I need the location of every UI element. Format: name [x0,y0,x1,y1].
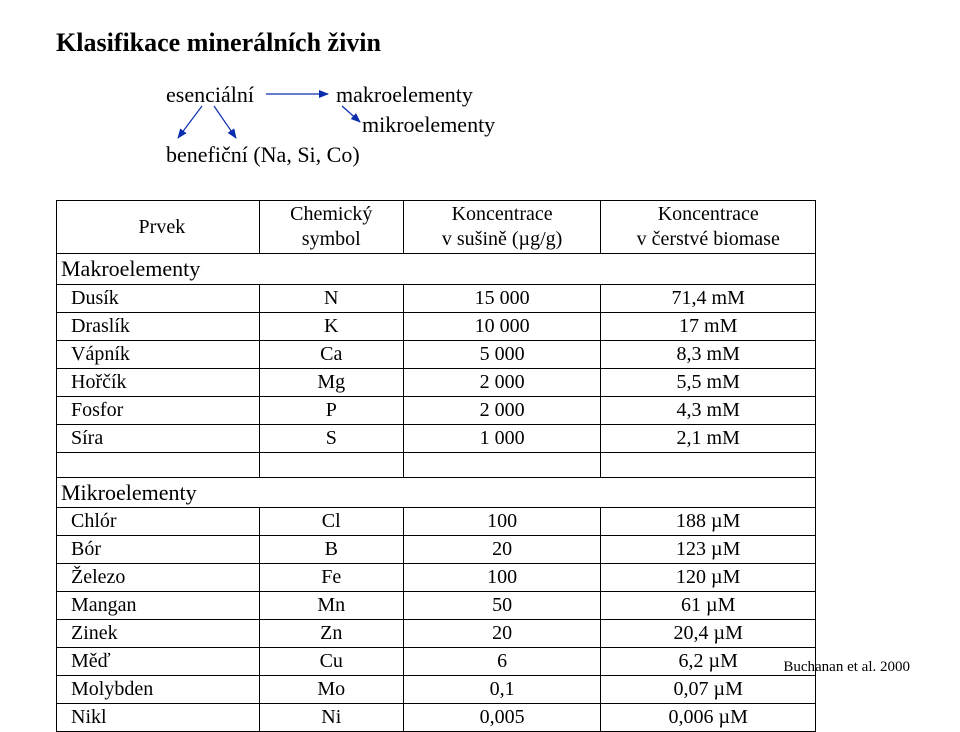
cell-symbol: N [259,284,403,312]
cell-conc-dry: 50 [403,592,601,620]
cell-conc-fresh: 123 µM [601,536,816,564]
spacer-row [57,452,816,477]
classification-diagram: esenciální makroelementy mikroelementy b… [166,82,904,192]
cell-symbol: Cl [259,508,403,536]
cell-symbol: P [259,396,403,424]
cell-conc-dry: 0,1 [403,676,601,704]
cell-name: Dusík [57,284,260,312]
cell-conc-fresh: 5,5 mM [601,368,816,396]
cell-name: Síra [57,424,260,452]
cell-conc-fresh: 120 µM [601,564,816,592]
cell-name: Bór [57,536,260,564]
citation: Buchanan et al. 2000 [783,659,910,676]
table-row: DusíkN15 00071,4 mM [57,284,816,312]
cell-name: Mangan [57,592,260,620]
page: Klasifikace minerálních živin esenciální… [0,0,960,706]
table-row: ManganMn5061 µM [57,592,816,620]
cell-conc-dry: 20 [403,536,601,564]
cell-symbol: K [259,312,403,340]
cell-symbol: Ni [259,704,403,732]
section-macro-label: Makroelementy [57,254,816,285]
header-symbol-l1: Chemický [290,203,372,225]
table-row: ZinekZn2020,4 µM [57,620,816,648]
cell-symbol: Mg [259,368,403,396]
section-macro-row: Makroelementy [57,254,816,285]
cell-name: Zinek [57,620,260,648]
cell-conc-dry: 0,005 [403,704,601,732]
cell-conc-dry: 10 000 [403,312,601,340]
page-title: Klasifikace minerálních živin [56,28,904,58]
cell-conc-dry: 6 [403,648,601,676]
cell-conc-fresh: 4,3 mM [601,396,816,424]
table-row: MolybdenMo0,10,07 µM [57,676,816,704]
cell-conc-dry: 100 [403,564,601,592]
cell-conc-fresh: 188 µM [601,508,816,536]
header-symbol-l2: symbol [302,228,361,250]
cell-conc-dry: 2 000 [403,368,601,396]
header-conc2-l2: v čerstvé biomase [637,228,780,250]
table-row: VápníkCa5 0008,3 mM [57,340,816,368]
cell-conc-dry: 20 [403,620,601,648]
cell-conc-dry: 2 000 [403,396,601,424]
header-conc1-l1: Koncentrace [452,203,553,225]
cell-conc-fresh: 20,4 µM [601,620,816,648]
cell-conc-dry: 5 000 [403,340,601,368]
cell-symbol: Mo [259,676,403,704]
cell-symbol: Ca [259,340,403,368]
table-row: ŽelezoFe100120 µM [57,564,816,592]
table-row: FosforP2 0004,3 mM [57,396,816,424]
cell-conc-fresh: 0,006 µM [601,704,816,732]
cell-symbol: Mn [259,592,403,620]
cell-name: Hořčík [57,368,260,396]
cell-conc-fresh: 17 mM [601,312,816,340]
cell-conc-dry: 15 000 [403,284,601,312]
arrows-svg [166,82,666,192]
cell-symbol: B [259,536,403,564]
section-micro-label: Mikroelementy [57,477,816,508]
header-conc-dry: Koncentrace v sušině (µg/g) [403,201,601,254]
table-row: SíraS1 0002,1 mM [57,424,816,452]
header-conc1-l2: v sušině (µg/g) [442,228,562,250]
cell-name: Měď [57,648,260,676]
table-row: BórB20123 µM [57,536,816,564]
table-row: DraslíkK10 00017 mM [57,312,816,340]
header-conc2-l1: Koncentrace [658,203,759,225]
header-conc-fresh: Koncentrace v čerstvé biomase [601,201,816,254]
cell-name: Fosfor [57,396,260,424]
table-header-row: Prvek Chemický symbol Koncentrace v suši… [57,201,816,254]
cell-symbol: Zn [259,620,403,648]
cell-name: Molybden [57,676,260,704]
cell-conc-fresh: 71,4 mM [601,284,816,312]
cell-conc-dry: 100 [403,508,601,536]
cell-conc-fresh: 0,07 µM [601,676,816,704]
section-micro-row: Mikroelementy [57,477,816,508]
cell-name: Draslík [57,312,260,340]
table-row: HořčíkMg2 0005,5 mM [57,368,816,396]
cell-symbol: Cu [259,648,403,676]
elements-table-block: Prvek Chemický symbol Koncentrace v suši… [56,200,904,732]
table-row: MěďCu66,2 µM [57,648,816,676]
header-prvek: Prvek [57,201,260,254]
header-symbol: Chemický symbol [259,201,403,254]
cell-symbol: Fe [259,564,403,592]
table-row: NiklNi0,0050,006 µM [57,704,816,732]
cell-conc-dry: 1 000 [403,424,601,452]
elements-table: Prvek Chemický symbol Koncentrace v suši… [56,200,816,732]
cell-conc-fresh: 61 µM [601,592,816,620]
cell-symbol: S [259,424,403,452]
cell-name: Vápník [57,340,260,368]
table-row: ChlórCl100188 µM [57,508,816,536]
cell-conc-fresh: 8,3 mM [601,340,816,368]
cell-conc-fresh: 2,1 mM [601,424,816,452]
cell-name: Chlór [57,508,260,536]
cell-name: Železo [57,564,260,592]
cell-name: Nikl [57,704,260,732]
